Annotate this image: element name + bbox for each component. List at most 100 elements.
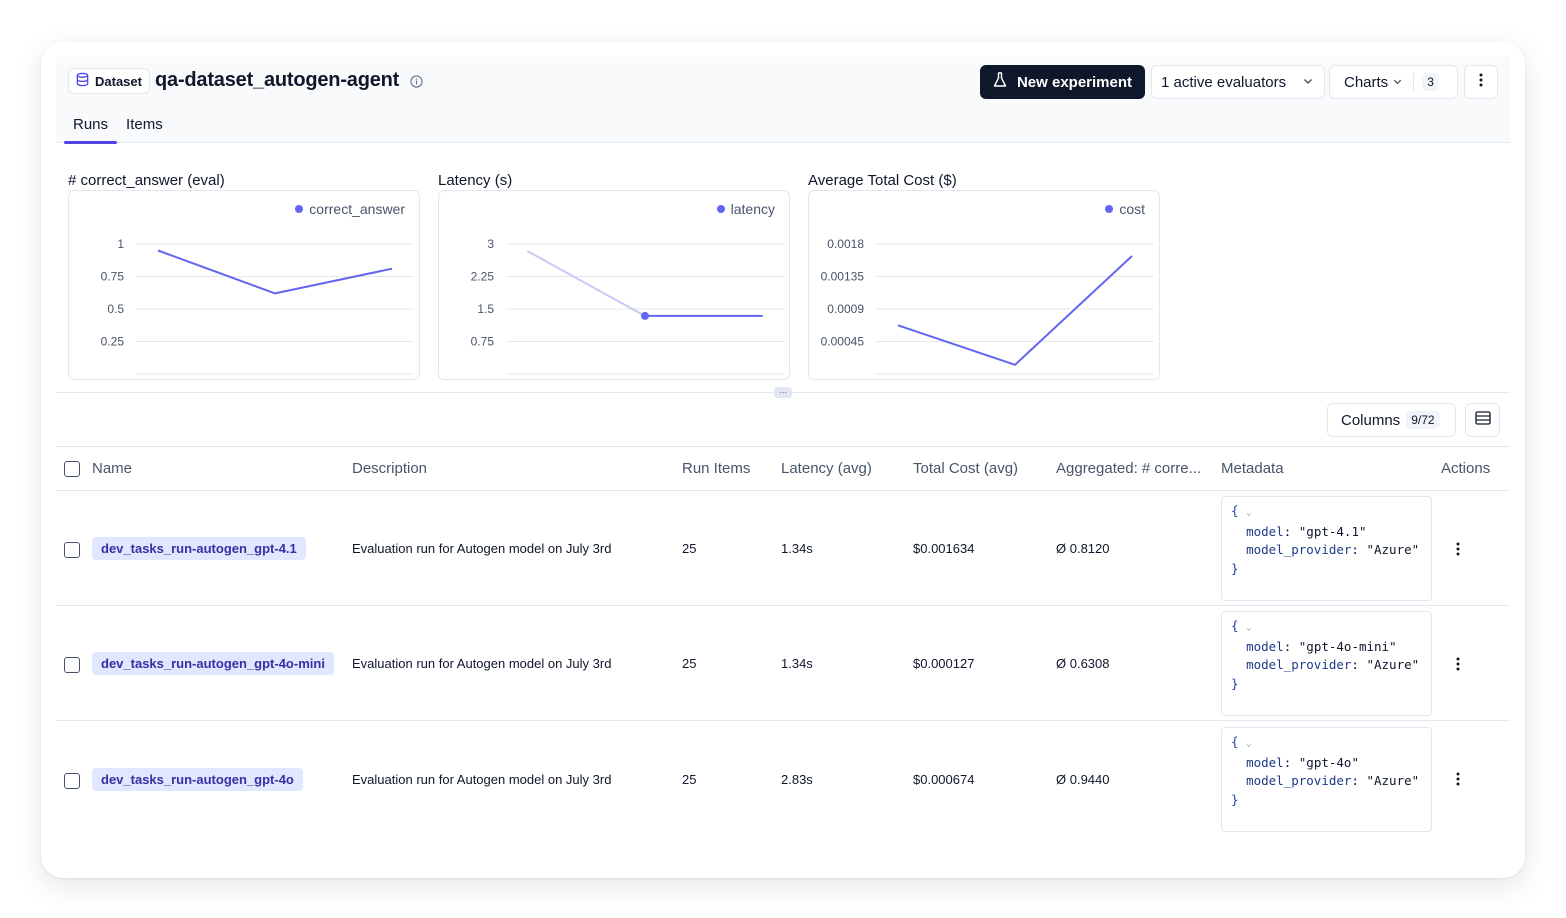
column-header-actions: Actions <box>1441 460 1491 477</box>
rows-icon <box>1474 410 1491 430</box>
run-items-value: 25 <box>682 772 697 787</box>
more-vertical-icon <box>1479 73 1483 92</box>
run-description: Evaluation run for Autogen model on July… <box>352 772 612 787</box>
cost-value: $0.000127 <box>913 656 975 671</box>
chart-plot: 3 2.25 1.5 0.75 <box>471 237 784 375</box>
run-name-link[interactable]: dev_tasks_run-autogen_gpt-4o-mini <box>92 652 334 675</box>
series-segment <box>527 250 646 317</box>
y-tick-label: 0.0009 <box>827 302 864 316</box>
column-header-total-cost[interactable]: Total Cost (avg) <box>913 460 1019 477</box>
latency-value: 1.34s <box>781 656 813 671</box>
aggregated-value: Ø 0.6308 <box>1056 656 1110 671</box>
app-window: Dataset qa-dataset_autogen-agent New exp… <box>41 42 1525 878</box>
info-icon[interactable] <box>410 75 423 88</box>
charts-count-badge: 3 <box>1422 73 1439 91</box>
column-header-description[interactable]: Description <box>352 460 428 477</box>
run-items-value: 25 <box>682 541 697 556</box>
more-options-button[interactable] <box>1464 65 1498 99</box>
row-density-button[interactable] <box>1465 403 1500 437</box>
chart-correct-answer: 1 0.75 0.5 0.25 correct_answer <box>68 190 420 380</box>
run-name-link[interactable]: dev_tasks_run-autogen_gpt-4.1 <box>92 537 306 560</box>
chart-title-correct-answer: # correct_answer (eval) <box>68 172 225 189</box>
metadata-json[interactable]: { ⌄ model: "gpt-4o-mini" model_provider:… <box>1221 611 1432 716</box>
chevron-down-icon[interactable]: ⌄ <box>1246 623 1252 633</box>
column-header-metadata[interactable]: Metadata <box>1221 460 1284 477</box>
cost-value: $0.001634 <box>913 541 975 556</box>
series-line <box>157 249 393 295</box>
dataset-panel: Dataset qa-dataset_autogen-agent New exp… <box>56 57 1510 863</box>
more-vertical-icon <box>1456 542 1460 556</box>
columns-count-badge: 9/72 <box>1406 411 1440 429</box>
aggregated-value: Ø 0.9440 <box>1056 772 1110 787</box>
run-items-value: 25 <box>682 656 697 671</box>
legend-dot <box>1105 205 1114 213</box>
cost-value: $0.000674 <box>913 772 975 787</box>
run-name-link[interactable]: dev_tasks_run-autogen_gpt-4o <box>92 768 303 791</box>
evaluators-label: 1 active evaluators <box>1161 73 1287 91</box>
new-experiment-button[interactable]: New experiment <box>980 65 1145 99</box>
page-header: Dataset qa-dataset_autogen-agent New exp… <box>56 57 1510 144</box>
metadata-json[interactable]: { ⌄ model: "gpt-4.1" model_provider: "Az… <box>1221 496 1432 601</box>
row-actions-button[interactable] <box>1448 769 1468 789</box>
evaluators-dropdown[interactable]: 1 active evaluators <box>1151 65 1325 99</box>
table-row[interactable]: dev_tasks_run-autogen_gpt-4o Evaluation … <box>56 721 1510 836</box>
run-description: Evaluation run for Autogen model on July… <box>352 656 612 671</box>
table-row[interactable]: dev_tasks_run-autogen_gpt-4.1 Evaluation… <box>56 491 1510 606</box>
chart-title-cost: Average Total Cost ($) <box>808 172 957 189</box>
chart-latency: 3 2.25 1.5 0.75 latency <box>438 190 790 380</box>
row-checkbox[interactable] <box>64 542 80 558</box>
y-tick-label: 0.75 <box>471 335 495 349</box>
row-actions-button[interactable] <box>1448 654 1468 674</box>
legend-dot <box>716 205 725 213</box>
column-header-run-items[interactable]: Run Items <box>682 460 751 477</box>
legend-label: correct_answer <box>309 201 405 217</box>
charts-label: Charts <box>1344 73 1389 91</box>
latency-value: 2.83s <box>781 772 813 787</box>
separator <box>1413 73 1415 91</box>
y-tick-label: 1 <box>117 237 124 251</box>
page-title: qa-dataset_autogen-agent <box>155 69 400 91</box>
series-line <box>897 255 1133 366</box>
legend-label: cost <box>1119 201 1145 217</box>
tab-bar: Runs Items <box>64 113 172 144</box>
more-vertical-icon <box>1456 772 1460 786</box>
table-row[interactable]: dev_tasks_run-autogen_gpt-4o-mini Evalua… <box>56 606 1510 721</box>
column-header-latency[interactable]: Latency (avg) <box>781 460 872 477</box>
y-tick-label: 2.25 <box>471 270 495 284</box>
y-tick-label: 3 <box>487 237 494 251</box>
resize-handle[interactable]: ⋯ <box>774 387 792 398</box>
chevron-down-icon <box>1302 74 1314 91</box>
more-vertical-icon <box>1456 657 1460 671</box>
chevron-down-icon <box>1392 74 1403 91</box>
new-experiment-label: New experiment <box>1016 73 1133 91</box>
chevron-down-icon[interactable]: ⌄ <box>1246 739 1252 749</box>
table-header: Name Description Run Items Latency (avg)… <box>56 446 1510 491</box>
chart-plot: 0.0018 0.00135 0.0009 0.00045 <box>821 237 1154 375</box>
column-header-aggregated[interactable]: Aggregated: # corre... <box>1056 460 1202 477</box>
y-tick-label: 0.75 <box>101 270 125 284</box>
row-checkbox[interactable] <box>64 773 80 789</box>
chart-legend: correct_answer <box>295 201 405 217</box>
tab-runs[interactable]: Runs <box>64 113 118 144</box>
column-header-name[interactable]: Name <box>92 460 133 477</box>
y-tick-label: 0.0018 <box>827 237 864 251</box>
flask-icon <box>993 72 1007 92</box>
chart-cost: 0.0018 0.00135 0.0009 0.00045 cost <box>808 190 1160 380</box>
y-tick-label: 0.25 <box>101 335 125 349</box>
metadata-json[interactable]: { ⌄ model: "gpt-4o" model_provider: "Azu… <box>1221 727 1432 832</box>
tab-items[interactable]: Items <box>126 116 163 133</box>
legend-label: latency <box>730 201 775 217</box>
chevron-down-icon[interactable]: ⌄ <box>1246 508 1252 518</box>
select-all-checkbox[interactable] <box>64 461 80 477</box>
columns-label: Columns <box>1341 411 1401 429</box>
y-tick-label: 1.5 <box>477 302 494 316</box>
row-actions-button[interactable] <box>1448 539 1468 559</box>
columns-button[interactable]: Columns 9/72 <box>1327 403 1456 437</box>
data-point <box>641 311 649 320</box>
database-icon <box>75 72 90 90</box>
charts-dropdown[interactable]: Charts 3 <box>1329 65 1458 99</box>
aggregated-value: Ø 0.8120 <box>1056 541 1110 556</box>
dataset-badge[interactable]: Dataset <box>68 68 150 94</box>
row-checkbox[interactable] <box>64 657 80 673</box>
chart-legend: cost <box>1105 201 1145 217</box>
